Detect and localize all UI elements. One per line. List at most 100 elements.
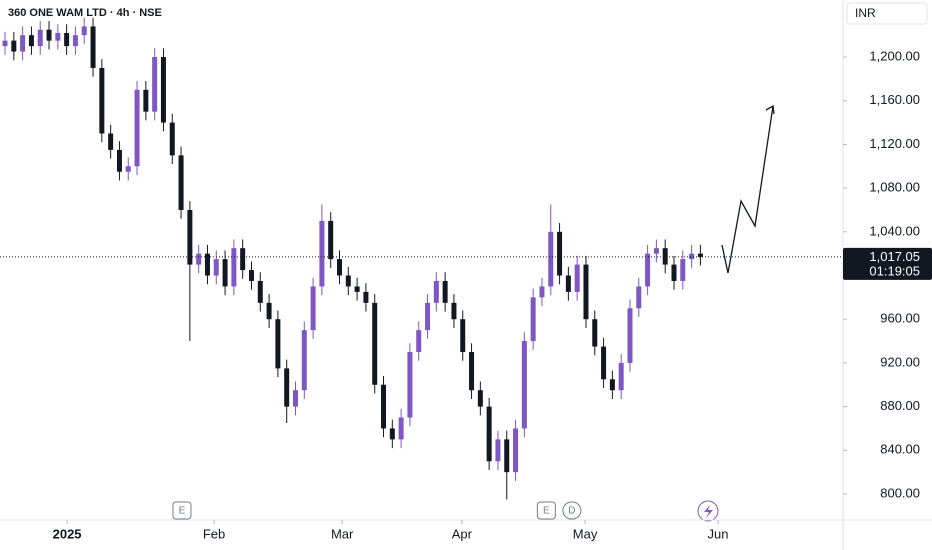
candle-body (72, 35, 78, 47)
x-tick-label: Feb (203, 526, 225, 541)
candle-body (530, 297, 536, 342)
candle-body (662, 248, 668, 265)
candle-body (116, 149, 122, 172)
candle-body (363, 291, 369, 303)
candle-body (354, 286, 360, 292)
y-tick-label: 1,120.00 (869, 136, 920, 151)
candle-body (627, 308, 633, 363)
candle-body (425, 302, 431, 331)
event-marker[interactable] (536, 501, 556, 520)
countdown: 01:19:05 (869, 263, 920, 278)
event-marker[interactable] (562, 501, 582, 520)
last-price: 1,017.05 (869, 249, 920, 264)
candle-body (618, 362, 624, 391)
event-label: E (179, 506, 186, 517)
candle-body (398, 417, 404, 440)
candle-body (37, 29, 43, 47)
candle-body (2, 40, 8, 47)
candle-body (592, 319, 598, 347)
projection-arrow (721, 105, 774, 274)
candle-body (90, 26, 96, 68)
candle-body (222, 259, 228, 287)
y-tick-label: 960.00 (880, 311, 920, 326)
candle-body (275, 319, 281, 369)
candle-body (213, 259, 219, 276)
candle-body (64, 32, 70, 47)
candle-body (565, 275, 571, 292)
candle-body (301, 330, 307, 391)
currency[interactable]: INR (855, 6, 876, 20)
candle-body (11, 40, 17, 52)
candle-body (337, 259, 343, 276)
event-marker[interactable] (172, 501, 192, 520)
candle-body (99, 67, 105, 134)
candle-body (671, 264, 677, 281)
candle-body (266, 302, 272, 320)
plot (2, 17, 703, 500)
event-label: D (568, 506, 575, 517)
candle-body (81, 26, 87, 36)
candle-body (292, 390, 298, 407)
candle-body (134, 89, 140, 167)
candle-body (345, 275, 351, 287)
candle-body (46, 29, 52, 41)
candle-body (284, 368, 290, 407)
candle-body (521, 341, 527, 429)
candle-body (548, 231, 554, 287)
candle-body (187, 209, 193, 265)
y-tick-label: 1,160.00 (869, 92, 920, 107)
candle-body (372, 302, 378, 385)
candle-body (240, 248, 246, 271)
candle-body (407, 351, 413, 418)
candle-body (442, 280, 448, 303)
x-tick-label: Jun (708, 526, 729, 541)
candle-body (504, 439, 510, 473)
candle-body (152, 57, 158, 112)
candle-body (433, 280, 439, 303)
candle-body (389, 428, 395, 440)
candle-body (653, 248, 659, 254)
candle-body (451, 302, 457, 320)
candle-body (469, 351, 475, 391)
candle-body (645, 253, 651, 287)
candle-body (539, 286, 545, 298)
candle-body (557, 231, 563, 276)
candle-body (28, 35, 34, 47)
candle-body (609, 379, 615, 391)
candle-body (178, 155, 184, 210)
candle-body (204, 253, 210, 276)
candle-body (486, 406, 492, 462)
candle-body (108, 133, 114, 150)
candle-body (680, 259, 686, 281)
y-tick-label: 1,080.00 (869, 180, 920, 195)
x-tick-label: May (573, 526, 598, 541)
lightning (704, 505, 713, 518)
candle-body (248, 270, 254, 281)
candle-body (460, 319, 466, 352)
currency-box[interactable] (846, 2, 928, 25)
x-tick-label: 2025 (53, 526, 82, 541)
candle-body (513, 428, 519, 473)
y-tick-label: 800.00 (880, 485, 920, 500)
y-tick-label: 920.00 (880, 354, 920, 369)
candle-body (143, 89, 149, 112)
y-tick-label: 1,040.00 (869, 223, 920, 238)
candle-body (257, 280, 263, 303)
candle-body (160, 57, 166, 123)
candle-body (381, 384, 387, 429)
event-label: E (543, 506, 550, 517)
candle-body (416, 330, 422, 352)
candle-body (583, 264, 589, 320)
price-box (843, 247, 932, 280)
candle-body (689, 253, 695, 260)
candle-body (231, 248, 237, 287)
candle-body (328, 220, 334, 260)
candle-body (574, 264, 580, 292)
candle-body (55, 32, 61, 41)
candle-body (20, 35, 26, 52)
candle-body (636, 286, 642, 309)
candle-body (169, 122, 175, 156)
chart-title: 360 ONE WAM LTD · 4h · NSE (8, 7, 162, 19)
candle-body (310, 286, 316, 331)
